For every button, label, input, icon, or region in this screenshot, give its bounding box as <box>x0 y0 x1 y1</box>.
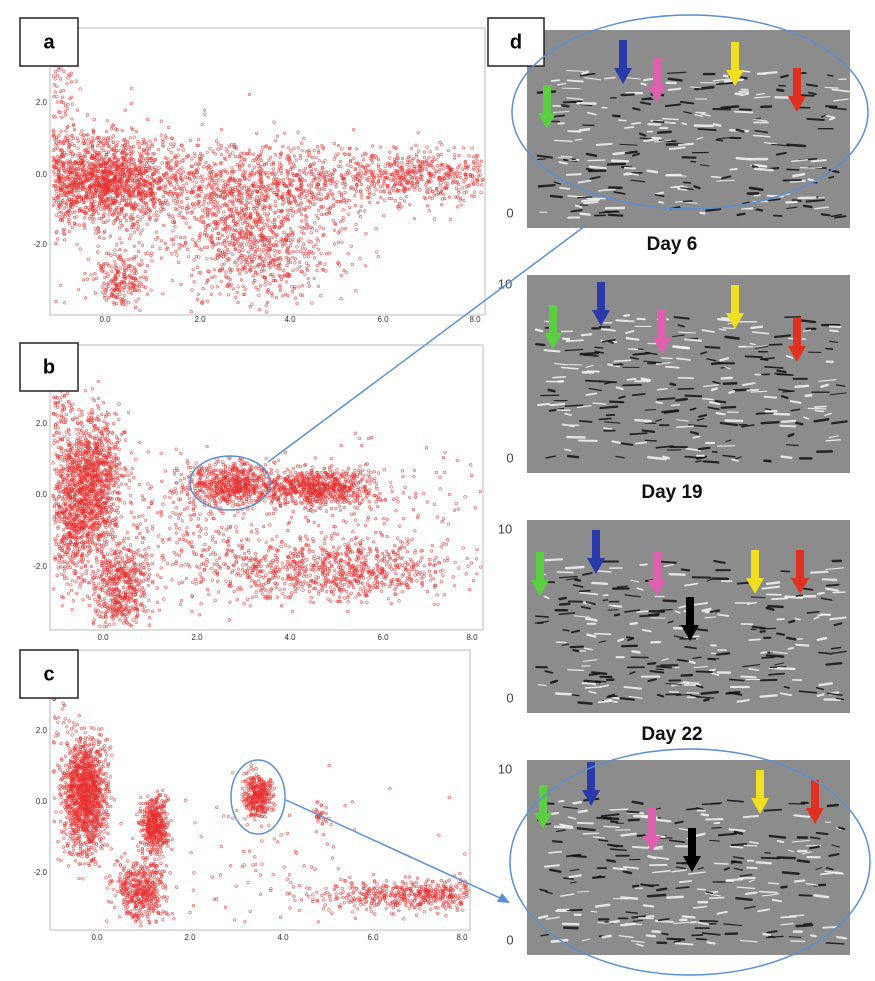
x-tick-label: 8.0 <box>469 315 481 324</box>
panel-label: a <box>43 31 55 53</box>
scatter-panel: 4.02.00.0-2.00.02.04.06.08.0b <box>20 343 483 642</box>
x-tick-label: 6.0 <box>377 315 389 324</box>
x-tick-label: 0.0 <box>99 315 111 324</box>
x-tick-label: 4.0 <box>284 315 296 324</box>
plot-frame <box>50 28 485 315</box>
scatter-panel: 4.02.00.0-2.00.02.04.06.08.0a <box>20 18 485 324</box>
y-tick-label: -2.0 <box>33 240 47 249</box>
y-tick-label: 0.0 <box>36 170 48 179</box>
x-tick-label: 2.0 <box>194 315 206 324</box>
y-tick-label: 2.0 <box>36 98 48 107</box>
